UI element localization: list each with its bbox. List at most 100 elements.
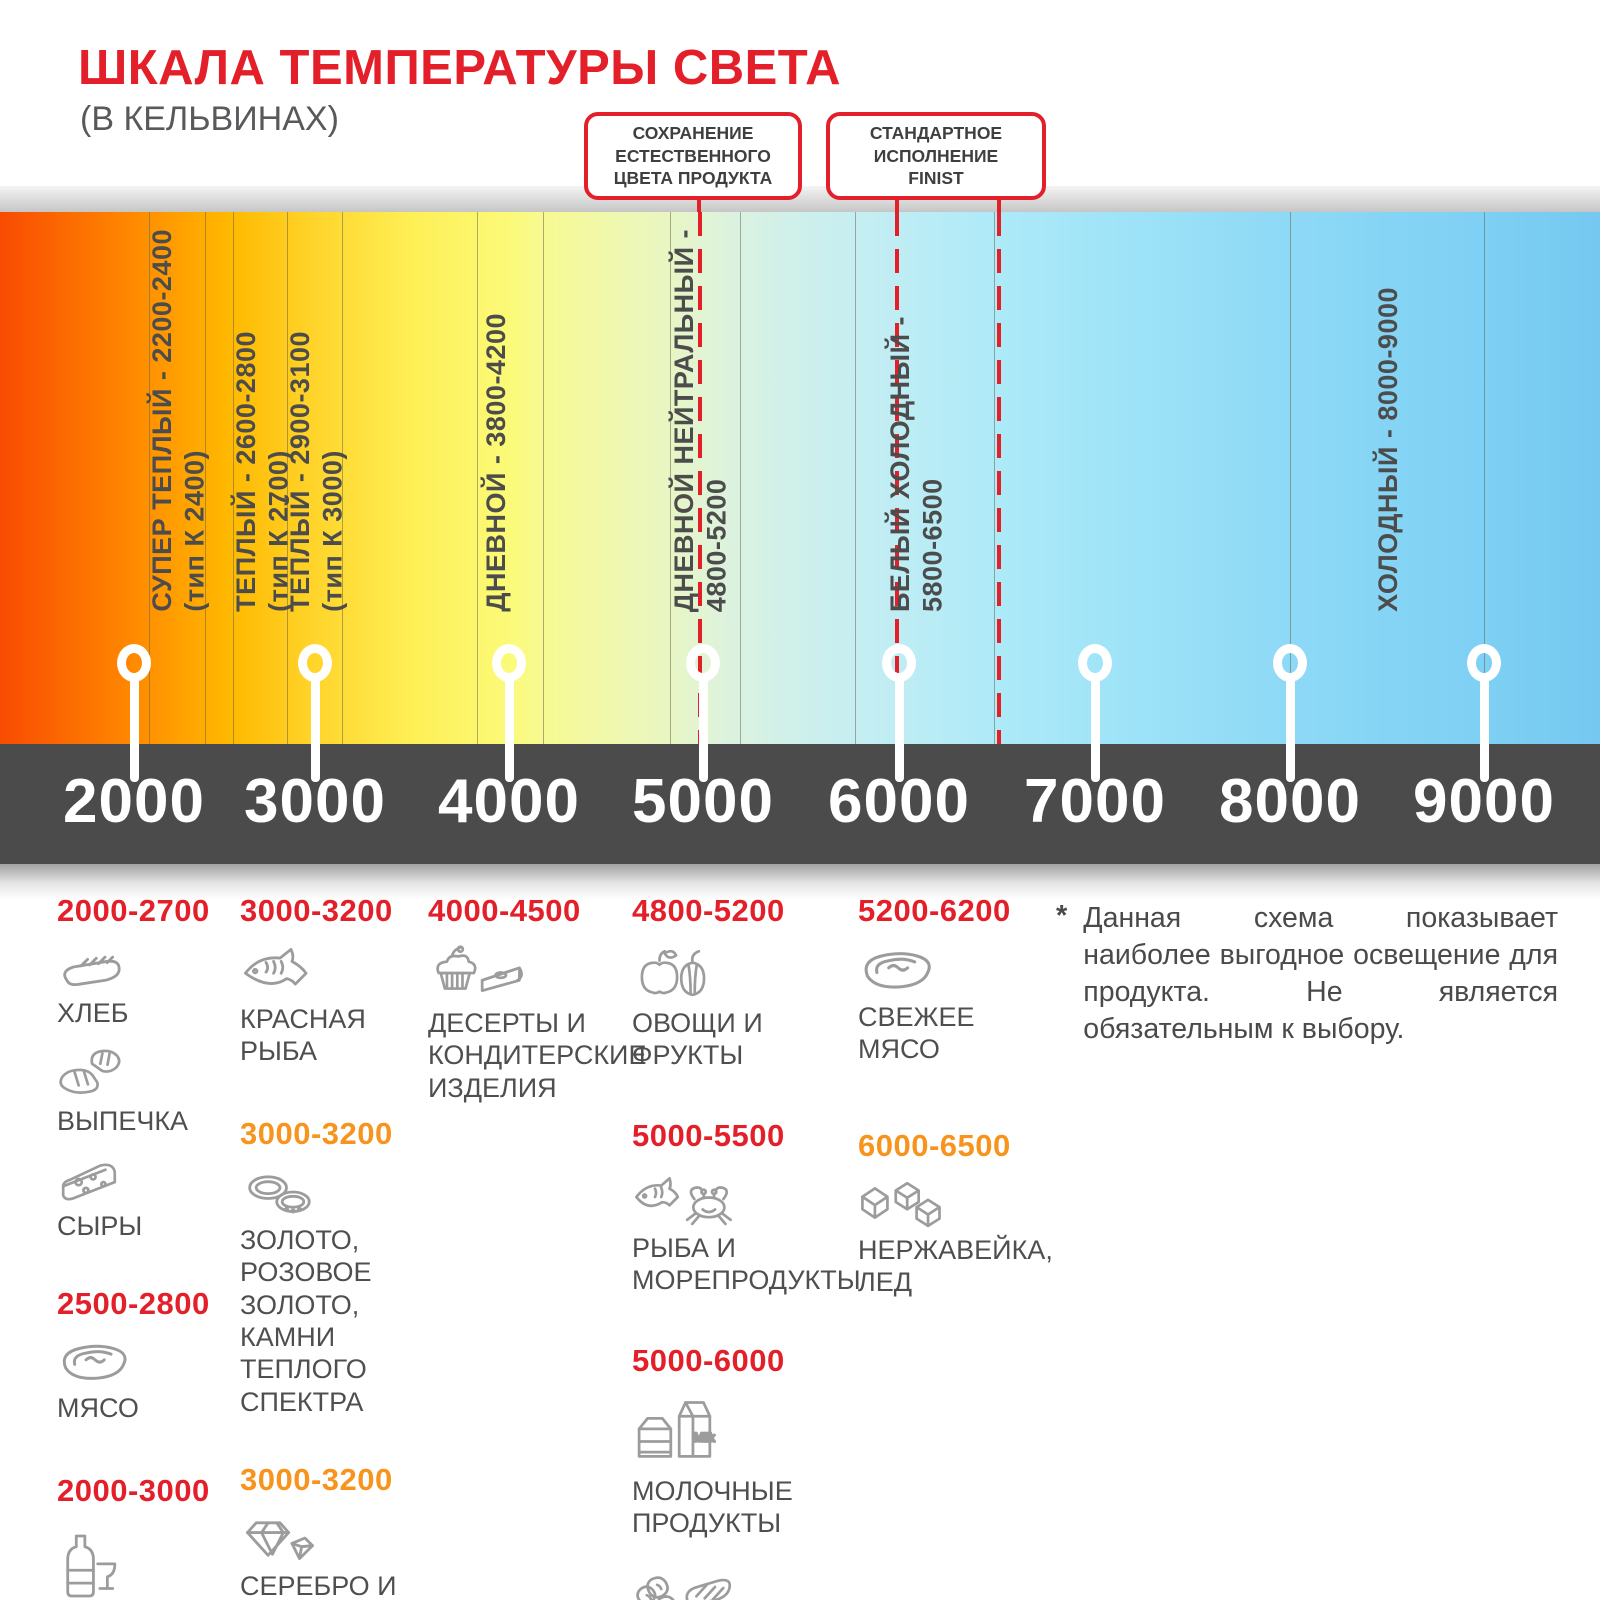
legend-item-meat: МЯСО [57, 1336, 237, 1424]
page-subtitle: (В КЕЛЬВИНАХ) [80, 100, 339, 138]
legend-item-label: ДЕСЕРТЫ И КОНДИТЕРСКИЕ ИЗДЕЛИЯ [428, 1008, 647, 1103]
legend-column-1: 2000-2700 ХЛЕБ ВЫПЕЧКА СЫРЫ 2500-2800 МЯ… [57, 893, 237, 1600]
band-label-super-warm: СУПЕР ТЕПЛЫЙ - 2200-2400 (тип К 2400) [147, 229, 210, 612]
grid-line [233, 212, 234, 744]
range-label: 6000-6500 [858, 1127, 1011, 1163]
callout-natural-color: СОХРАНЕНИЕ ЕСТЕСТВЕННОГО ЦВЕТА ПРОДУКТА [584, 112, 802, 200]
band-label-warm-3000: ТЕПЛЫЙ - 2900-3100 (тип К 3000) [285, 331, 348, 612]
axis-tick-7000: 7000 [1024, 767, 1166, 836]
callout-finist-standard: СТАНДАРТНОЕ ИСПОЛНЕНИЕ FINIST [826, 112, 1046, 200]
band-label-cold: ХОЛОДНЫЙ - 8000-9000 [1373, 287, 1403, 612]
axis-tick-8000: 8000 [1219, 767, 1361, 836]
alcohol-icon [66, 1534, 117, 1597]
legend-item-label: СЫРЫ [57, 1210, 143, 1241]
range-label: 4800-5200 [632, 893, 785, 928]
callout-connector [895, 192, 899, 212]
legend-column-2: 3000-3200 КРАСНАЯ РЫБА 3000-3200 ЗОЛОТО,… [240, 893, 440, 1600]
grid-line [543, 212, 544, 744]
legend-column-5: 5200-6200 СВЕЖЕЕ МЯСО 6000-6500 НЕРЖАВЕЙ… [858, 893, 1053, 1299]
fresh-meat-icon [864, 952, 931, 989]
legend-item-seafood: РЫБА И МОРЕПРОДУКТЫ [632, 1168, 942, 1297]
legend-item-label: КРАСНАЯ РЫБА [240, 1004, 366, 1067]
footnote-text: Данная схема показывает наиболее выгодно… [1083, 902, 1558, 1046]
legend-item-dairy: МОЛОЧНЫЕ ПРОДУКТЫ [632, 1393, 942, 1540]
rings-icon [248, 1175, 311, 1214]
axis-tick-4000: 4000 [438, 767, 580, 836]
legend-item-red-fish: КРАСНАЯ РЫБА [240, 943, 440, 1068]
range-label: 2500-2800 [57, 1286, 210, 1322]
legend-item-alcohol: АКОГОЛЬ [57, 1523, 237, 1600]
croissant-icon [59, 1049, 121, 1095]
legend-item-bread: ХЛЕБ [57, 943, 237, 1029]
legend-item-label: СВЕЖЕЕ МЯСО [858, 1002, 975, 1065]
grid-line [740, 212, 741, 744]
grid-line [855, 212, 856, 744]
temperature-gradient-band [0, 212, 1600, 744]
milk-carton-icon [637, 1400, 717, 1458]
footnote: * Данная схема показывает наиболее выгод… [1056, 900, 1558, 1048]
page-title: ШКАЛА ТЕМПЕРАТУРЫ СВЕТА [78, 41, 842, 95]
legend-item-pastry: ВЫПЕЧКА [57, 1045, 237, 1137]
legend-item-label: РЫБА И МОРЕПРОДУКТЫ [632, 1232, 861, 1296]
legend-item-label: ОВОЩИ И ФРУКТЫ [632, 1008, 763, 1071]
frozen-food-icon [636, 1576, 732, 1600]
range-label: 2000-3000 [57, 1472, 210, 1508]
range-label: 3000-3200 [240, 1115, 393, 1151]
range-label: 3000-3200 [240, 893, 393, 928]
dashed-guide-5000k [698, 212, 702, 744]
band-label-cold-white: БЕЛЫЙ ХОЛОДНЫЙ -5800-6500 [885, 316, 948, 612]
kelvin-axis-bar [0, 744, 1600, 864]
grid-line [205, 212, 206, 744]
legend-item-cheese: СЫРЫ [57, 1154, 237, 1242]
grid-line [1484, 212, 1485, 744]
legend-column-3: 4000-4500 ДЕСЕРТЫ И КОНДИТЕРСКИЕ ИЗДЕЛИЯ [428, 893, 647, 1104]
legend-item-desserts: ДЕСЕРТЫ И КОНДИТЕРСКИЕ ИЗДЕЛИЯ [428, 943, 647, 1104]
legend-item-label: ЗОЛОТО, РОЗОВОЕ ЗОЛОТО, КАМНИ ТЕПЛОГО СП… [240, 1224, 372, 1417]
axis-tick-6000: 6000 [828, 767, 970, 836]
band-label-daylight-neutral: ДНЕВНОЙ НЕЙТРАЛЬНЫЙ -4800-5200 [669, 228, 732, 612]
grid-line [342, 212, 343, 744]
grid-line [670, 212, 671, 744]
legend-item-frozen: ЗАМОРОЖЕННЫЕ ПОЛУФАБРИКАТЫ [632, 1557, 942, 1600]
grid-line [149, 212, 150, 744]
axis-tick-9000: 9000 [1413, 767, 1555, 836]
legend-item-vegetables: ОВОЩИ И ФРУКТЫ [632, 943, 942, 1072]
diamond-icon [246, 1521, 314, 1561]
range-label: 5200-6200 [858, 893, 1011, 928]
legend-item-label: ХЛЕБ [57, 998, 129, 1028]
grid-line [994, 212, 995, 744]
axis-tick-5000: 5000 [632, 767, 774, 836]
legend-column-4: 4800-5200 ОВОЩИ И ФРУКТЫ 5000-5500 РЫБА … [632, 893, 942, 1600]
ice-cubes-icon [861, 1181, 941, 1228]
fish-icon [244, 948, 308, 986]
dashed-guide-6000k [895, 212, 899, 744]
legend-item-label: МЯСО [57, 1393, 139, 1424]
callout-connector [697, 192, 701, 212]
range-label: 3000-3200 [240, 1462, 393, 1498]
range-label: 4000-4500 [428, 893, 581, 928]
footnote-asterisk: * [1056, 900, 1068, 932]
axis-tick-3000: 3000 [244, 767, 386, 836]
range-label: 5000-6000 [632, 1342, 785, 1378]
range-label: 2000-2700 [57, 893, 210, 928]
range-label: 5000-5500 [632, 1117, 785, 1153]
desserts-icon [436, 945, 523, 992]
dashed-guide-6500k [997, 212, 1001, 744]
meat-icon [62, 1344, 127, 1381]
band-label-daylight: ДНЕВНОЙ - 3800-4200 [481, 313, 511, 612]
bar-shadow-strip [0, 864, 1600, 900]
apple-pepper-icon [640, 949, 706, 997]
legend-item-gold: ЗОЛОТО, РОЗОВОЕ ЗОЛОТО, КАМНИ ТЕПЛОГО СП… [240, 1166, 440, 1418]
cheese-icon [61, 1163, 117, 1201]
grid-line [477, 212, 478, 744]
grid-line [1290, 212, 1291, 744]
legend-item-ice: НЕРЖАВЕЙКА, ЛЕД [858, 1178, 1053, 1299]
callout-connector [997, 192, 1001, 212]
grid-line [287, 212, 288, 744]
axis-tick-2000: 2000 [63, 767, 205, 836]
legend-item-label: ВЫПЕЧКА [57, 1106, 189, 1137]
fish-crab-icon [635, 1176, 732, 1226]
legend-item-label: МОЛОЧНЫЕ ПРОДУКТЫ [632, 1475, 793, 1538]
legend-item-fresh-meat: СВЕЖЕЕ МЯСО [858, 943, 1053, 1066]
